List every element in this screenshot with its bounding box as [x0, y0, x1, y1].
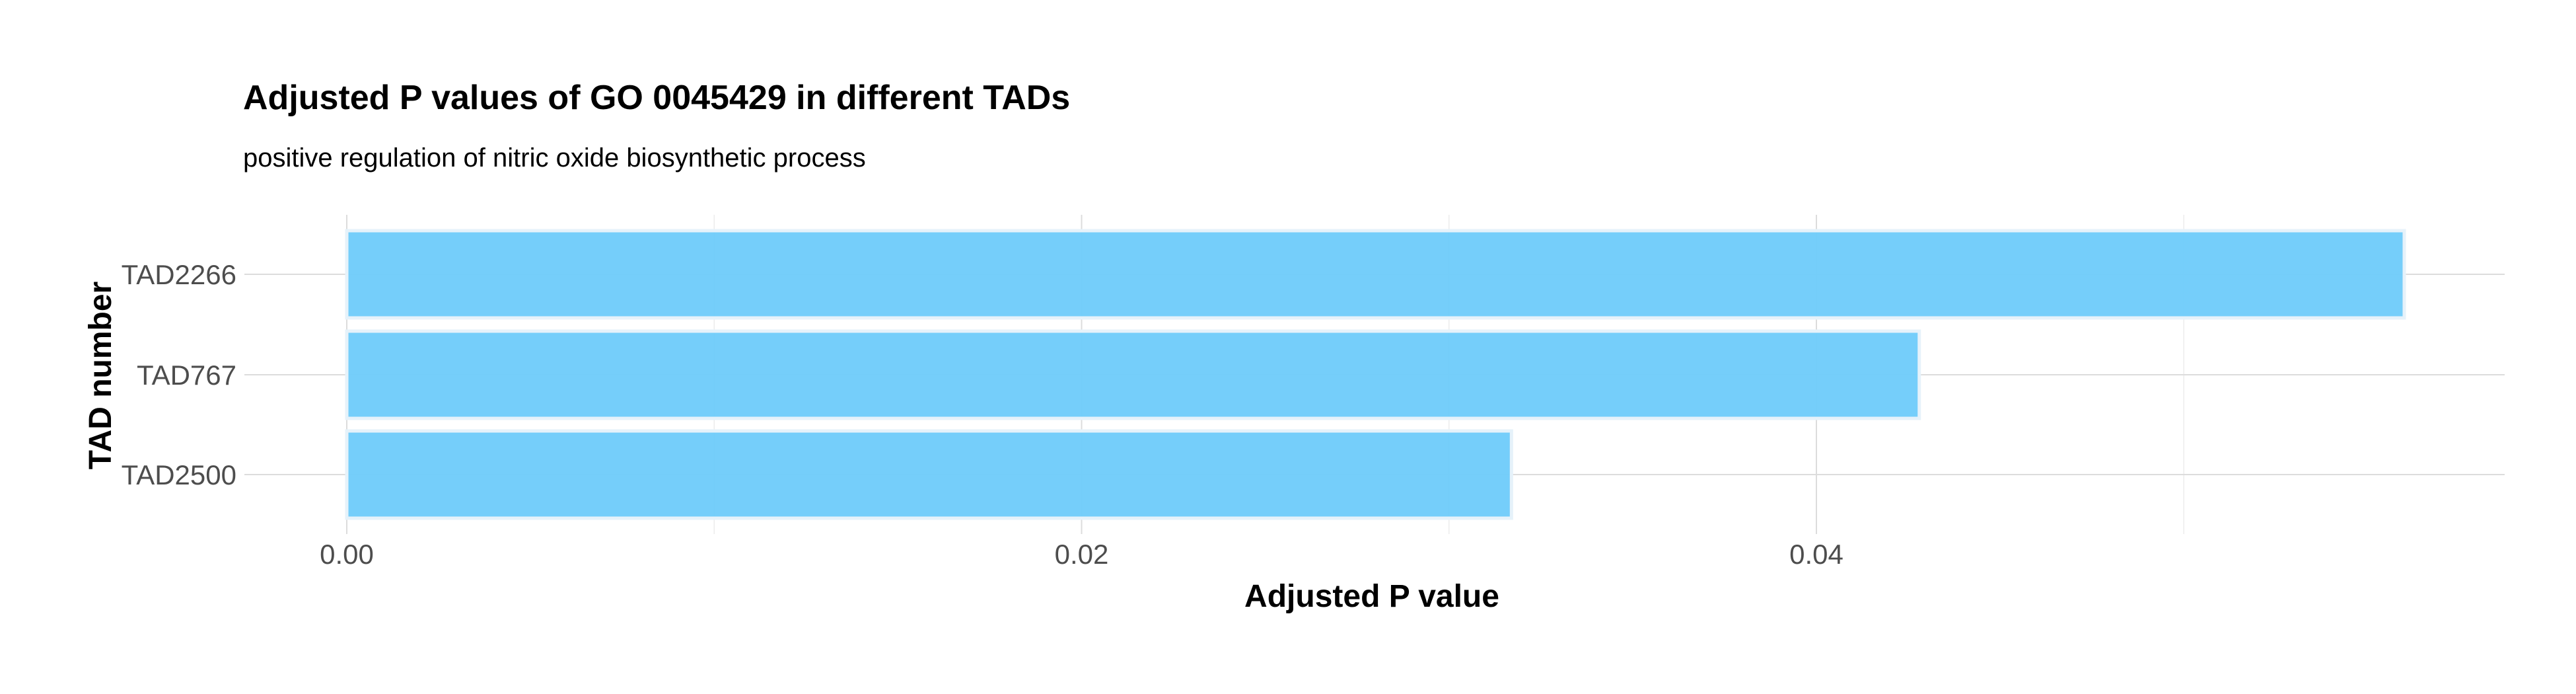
- y-tick-label: TAD767: [137, 360, 236, 391]
- chart-title: Adjusted P values of GO 0045429 in diffe…: [243, 79, 1070, 117]
- chart-subtitle: positive regulation of nitric oxide bios…: [243, 143, 866, 173]
- y-tick-label: TAD2266: [122, 259, 236, 290]
- bar-tad2266: [345, 229, 2406, 320]
- bar-tad2500: [345, 429, 1513, 520]
- bars: [345, 229, 2406, 520]
- bar-tad767: [345, 329, 1921, 420]
- x-tick-label: 0.04: [1789, 539, 1843, 570]
- x-tick-label: 0.02: [1055, 539, 1109, 570]
- y-tick-label: TAD2500: [122, 459, 236, 490]
- y-tick-labels: TAD2266 TAD767 TAD2500: [122, 259, 236, 490]
- x-tick-labels: 0.00 0.02 0.04: [320, 539, 1843, 570]
- y-axis-title: TAD number: [83, 282, 118, 469]
- x-tick-label: 0.00: [320, 539, 374, 570]
- x-axis-title: Adjusted P value: [1244, 579, 1499, 614]
